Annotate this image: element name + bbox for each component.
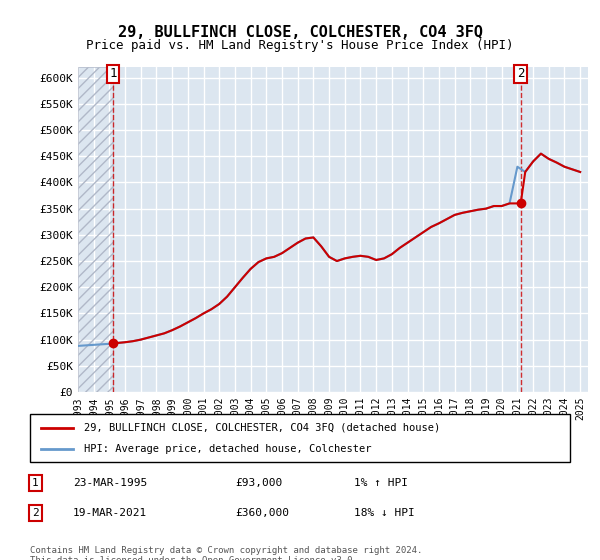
Text: £93,000: £93,000 — [235, 478, 283, 488]
Text: 1: 1 — [109, 67, 116, 80]
Text: HPI: Average price, detached house, Colchester: HPI: Average price, detached house, Colc… — [84, 444, 371, 454]
Text: 2: 2 — [32, 508, 39, 518]
Text: 19-MAR-2021: 19-MAR-2021 — [73, 508, 148, 518]
Text: 1: 1 — [32, 478, 39, 488]
Text: 29, BULLFINCH CLOSE, COLCHESTER, CO4 3FQ (detached house): 29, BULLFINCH CLOSE, COLCHESTER, CO4 3FQ… — [84, 423, 440, 433]
Text: 1% ↑ HPI: 1% ↑ HPI — [354, 478, 408, 488]
Text: 2: 2 — [517, 67, 524, 80]
Text: £360,000: £360,000 — [235, 508, 289, 518]
Text: 23-MAR-1995: 23-MAR-1995 — [73, 478, 148, 488]
Text: 18% ↓ HPI: 18% ↓ HPI — [354, 508, 415, 518]
Text: 29, BULLFINCH CLOSE, COLCHESTER, CO4 3FQ: 29, BULLFINCH CLOSE, COLCHESTER, CO4 3FQ — [118, 25, 482, 40]
Text: Contains HM Land Registry data © Crown copyright and database right 2024.
This d: Contains HM Land Registry data © Crown c… — [30, 546, 422, 560]
FancyBboxPatch shape — [30, 414, 570, 462]
Text: Price paid vs. HM Land Registry's House Price Index (HPI): Price paid vs. HM Land Registry's House … — [86, 39, 514, 52]
